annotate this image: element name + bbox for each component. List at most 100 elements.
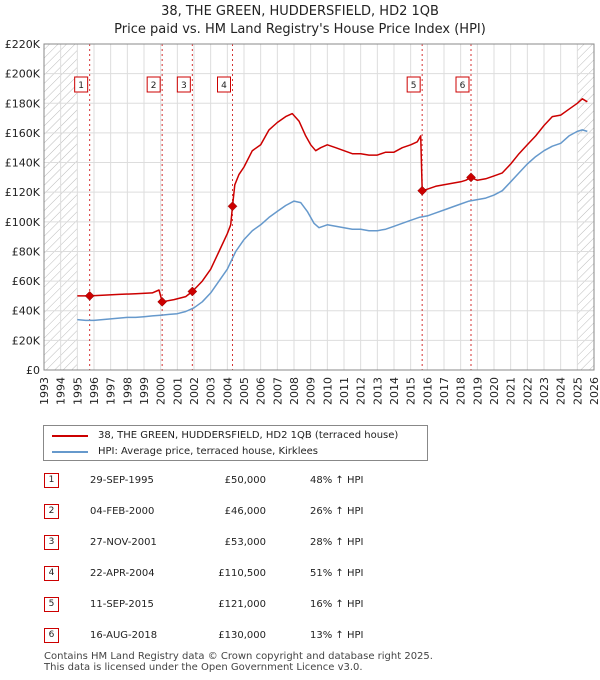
sale-point (227, 201, 238, 212)
x-tick-label: 2004 (221, 377, 234, 405)
chart-title-line2: Price paid vs. HM Land Registry's House … (114, 22, 486, 37)
sale-date: 22-APR-2004 (90, 568, 155, 579)
y-tick-label: £80K (12, 245, 41, 258)
sale-badge: 5 (44, 597, 59, 612)
x-tick-label: 1998 (121, 377, 134, 405)
x-tick-label: 2023 (538, 377, 551, 405)
sale-label-number: 2 (151, 81, 157, 91)
table-row: 2 04-FEB-2000 £46,000 26% ↑ HPI (44, 502, 444, 530)
y-tick-label: £20K (12, 334, 41, 347)
x-tick-label: 2014 (388, 377, 401, 405)
x-tick-label: 2021 (505, 377, 518, 405)
sale-label-number: 1 (78, 81, 84, 91)
x-tick-label: 2024 (555, 377, 568, 405)
plot-frame (43, 43, 595, 371)
y-tick-label: £0 (26, 364, 40, 377)
sale-label-number: 6 (460, 81, 466, 91)
x-tick-label: 2000 (155, 377, 168, 405)
chart-title-line1: 38, THE GREEN, HUDDERSFIELD, HD2 1QB (161, 4, 439, 19)
table-row: 6 16-AUG-2018 £130,000 13% ↑ HPI (44, 626, 444, 654)
y-tick-label: £160K (5, 127, 41, 140)
legend-swatch-hpi (52, 451, 88, 453)
price-chart: 1 2 3 4 5 6 £0 £20K £40K £60K £80K £100K £120K £140K… (5, 38, 600, 405)
sale-badge: 3 (44, 535, 59, 550)
y-tick-label: £100K (5, 216, 41, 229)
sale-hpi-change: 48% ↑ HPI (310, 475, 364, 486)
y-tick-label: £180K (5, 97, 41, 110)
sale-point (187, 286, 198, 297)
sale-label-box (217, 76, 231, 93)
sale-label-box (455, 76, 470, 93)
sale-label-box (74, 76, 89, 93)
x-tick-label: 2009 (305, 377, 318, 405)
table-row: 1 29-SEP-1995 £50,000 48% ↑ HPI (44, 471, 444, 499)
table-row: 4 22-APR-2004 £110,500 51% ↑ HPI (44, 564, 444, 592)
sale-price: £50,000 (224, 475, 266, 486)
sale-date: 04-FEB-2000 (90, 506, 155, 517)
x-tick-label: 2006 (255, 377, 268, 405)
sale-label-number: 4 (221, 81, 227, 91)
legend-label-property: 38, THE GREEN, HUDDERSFIELD, HD2 1QB (te… (98, 430, 399, 441)
sale-price: £110,500 (218, 568, 266, 579)
property-price-line (77, 98, 588, 303)
sale-point (157, 296, 168, 307)
x-tick-label: 2011 (338, 377, 351, 405)
sale-label-number: 3 (181, 81, 187, 91)
sale-hpi-change: 13% ↑ HPI (310, 630, 364, 641)
sale-hpi-change: 28% ↑ HPI (310, 537, 364, 548)
sale-price: £53,000 (224, 537, 266, 548)
sale-label-box (406, 76, 421, 93)
sale-price: £121,000 (218, 599, 266, 610)
sale-date: 29-SEP-1995 (90, 475, 154, 486)
x-tick-label: 2016 (421, 377, 434, 405)
x-tick-label: 2020 (488, 377, 501, 405)
x-tick-label: 2001 (171, 377, 184, 405)
y-tick-label: £60K (12, 275, 41, 288)
x-tick-label: 2003 (205, 377, 218, 405)
sale-date: 27-NOV-2001 (90, 537, 157, 548)
x-tick-label: 2002 (188, 377, 201, 405)
chart-title: 38, THE GREEN, HUDDERSFIELD, HD2 1QB Pri… (0, 3, 600, 39)
table-row: 5 11-SEP-2015 £121,000 16% ↑ HPI (44, 595, 444, 623)
legend-label-hpi: HPI: Average price, terraced house, Kirk… (98, 446, 319, 457)
sale-date: 11-SEP-2015 (90, 599, 154, 610)
y-tick-label: £140K (5, 157, 41, 170)
footer-line1: Contains HM Land Registry data © Crown c… (44, 651, 433, 662)
x-tick-label: 2025 (571, 377, 584, 405)
sale-hpi-change: 16% ↑ HPI (310, 599, 364, 610)
x-tick-label: 2013 (371, 377, 384, 405)
sale-label-number: 5 (411, 81, 417, 91)
sale-label-box (146, 76, 161, 93)
sale-hpi-change: 51% ↑ HPI (310, 568, 364, 579)
x-tick-label: 1994 (55, 377, 68, 405)
hatched-region-after (577, 44, 594, 370)
sale-point (84, 291, 95, 301)
y-tick-label: £220K (5, 38, 41, 51)
x-tick-label: 2019 (471, 377, 484, 405)
x-tick-label: 2010 (321, 377, 334, 405)
footer-line2: This data is licensed under the Open Gov… (44, 662, 363, 673)
sale-badge: 2 (44, 504, 59, 519)
chart-legend: 38, THE GREEN, HUDDERSFIELD, HD2 1QB (te… (43, 425, 428, 461)
legend-item-hpi: HPI: Average price, terraced house, Kirk… (52, 444, 318, 460)
x-tick-label: 1999 (138, 377, 151, 405)
table-row: 3 27-NOV-2001 £53,000 28% ↑ HPI (44, 533, 444, 561)
x-tick-label: 1993 (38, 377, 51, 405)
hpi-line (77, 129, 588, 322)
sale-badge: 6 (44, 628, 59, 643)
sale-point (466, 172, 476, 183)
x-tick-label: 1995 (71, 377, 84, 405)
x-tick-label: 2005 (238, 377, 251, 405)
legend-item-property: 38, THE GREEN, HUDDERSFIELD, HD2 1QB (te… (52, 428, 398, 444)
sale-badge: 1 (44, 473, 59, 488)
sale-label-box (176, 76, 191, 93)
sale-hpi-change: 26% ↑ HPI (310, 506, 364, 517)
sale-price: £130,000 (218, 630, 266, 641)
x-tick-label: 1997 (105, 377, 118, 405)
legend-swatch-property (52, 435, 88, 437)
y-tick-label: £40K (12, 305, 41, 318)
footer-attribution: Contains HM Land Registry data © Crown c… (44, 651, 433, 673)
y-tick-label: £120K (5, 186, 41, 199)
sale-badge: 4 (44, 566, 59, 581)
x-tick-label: 2022 (521, 377, 534, 405)
